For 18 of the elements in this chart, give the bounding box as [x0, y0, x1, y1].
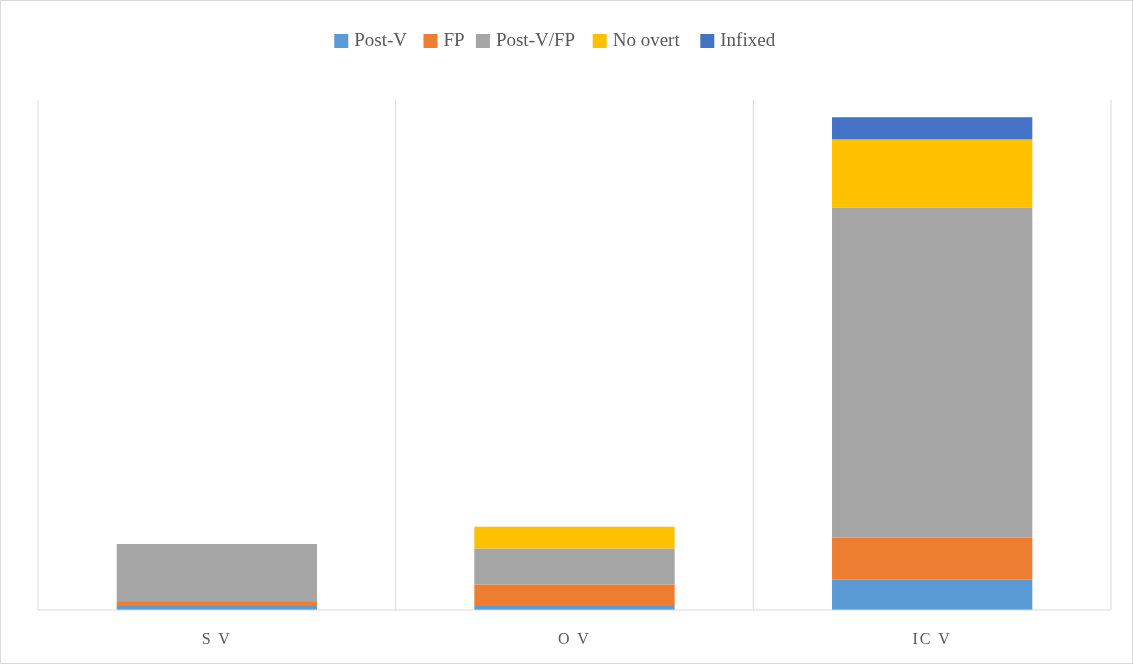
x-tick-label: O V [558, 630, 591, 647]
legend-label: Post-V/FP [495, 29, 576, 50]
legend-label: Post-V [354, 29, 408, 50]
bar [116, 543, 317, 602]
bar [832, 579, 1033, 610]
bar [832, 207, 1033, 538]
x-tick-label: IC V [912, 630, 952, 647]
legend-label: Infixed [720, 29, 776, 50]
legend-label: FP [443, 29, 465, 50]
bar [832, 139, 1033, 208]
bar [832, 117, 1033, 140]
bar [832, 537, 1033, 580]
x-tick-label: S V [201, 630, 232, 647]
bar [474, 584, 675, 606]
bar [474, 526, 675, 549]
bar [116, 601, 317, 606]
legend-label: No overt [612, 29, 681, 50]
bar [474, 548, 675, 585]
